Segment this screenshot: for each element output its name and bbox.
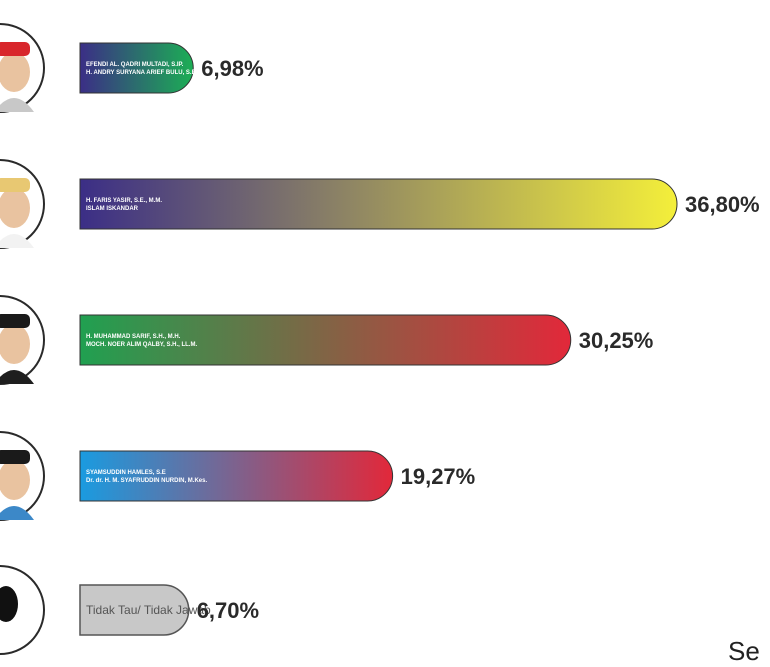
avatar-silhouette	[0, 586, 18, 622]
avatar-2	[0, 159, 45, 249]
trailing-text: Se	[728, 636, 760, 666]
bar-label-2-1: H. FARIS YASIR, S.E., M.M.	[86, 198, 162, 204]
bar-label-2-2: ISLAM ISKANDAR	[86, 206, 139, 212]
value-label-4: 19,27%	[401, 464, 476, 489]
bar-label-4-2: Dr. dr. H. M. SYAFRUDDIN NURDIN, M.Kes.	[86, 478, 207, 484]
value-label-3: 30,25%	[579, 328, 654, 353]
avatar-hat	[0, 450, 30, 464]
bar-3	[79, 314, 572, 366]
bar-4	[79, 450, 394, 502]
bar-label-1-2: H. ANDRY SURYANA ARIEF BULU, S.E., M.M.	[86, 70, 214, 76]
bar-label-3-1: H. MUHAMMAD SARIF, S.H., M.H.	[86, 334, 181, 340]
avatar-3	[0, 295, 45, 385]
avatar-face	[0, 324, 30, 364]
avatar-face	[0, 52, 30, 92]
avatar-1	[0, 23, 45, 113]
bar-1	[79, 42, 194, 94]
candidate-avatars	[0, 23, 45, 655]
bar-2	[79, 178, 678, 230]
avatar-hat	[0, 178, 30, 192]
value-label-1: 6,98%	[201, 56, 263, 81]
avatar-shirt	[0, 98, 34, 112]
avatar-face	[0, 188, 30, 228]
bar-5	[79, 584, 190, 636]
bar-label-1-1: EFENDI AL. QADRI MULTADI, S.IP.	[86, 62, 184, 68]
value-label-2: 36,80%	[685, 192, 760, 217]
avatar-face	[0, 460, 30, 500]
avatar-shirt	[0, 370, 34, 384]
bar-label-3-2: MOCH. NOER ALIM QALBY, S.H., LL.M.	[86, 342, 197, 348]
bar-label-5-1: Tidak Tau/ Tidak Jawab	[86, 603, 211, 617]
bar-label-4-1: SYAMSUDDIN HAMLES, S.E	[86, 470, 166, 476]
value-label-5: 6,70%	[197, 598, 259, 623]
avatar-hat	[0, 42, 30, 56]
avatar-5	[0, 565, 45, 655]
avatar-shirt	[0, 234, 34, 248]
bars: EFENDI AL. QADRI MULTADI, S.IP. H. ANDRY …	[79, 42, 760, 636]
avatar-hat	[0, 314, 30, 328]
avatar-4	[0, 431, 45, 521]
avatar-shirt	[0, 506, 34, 520]
